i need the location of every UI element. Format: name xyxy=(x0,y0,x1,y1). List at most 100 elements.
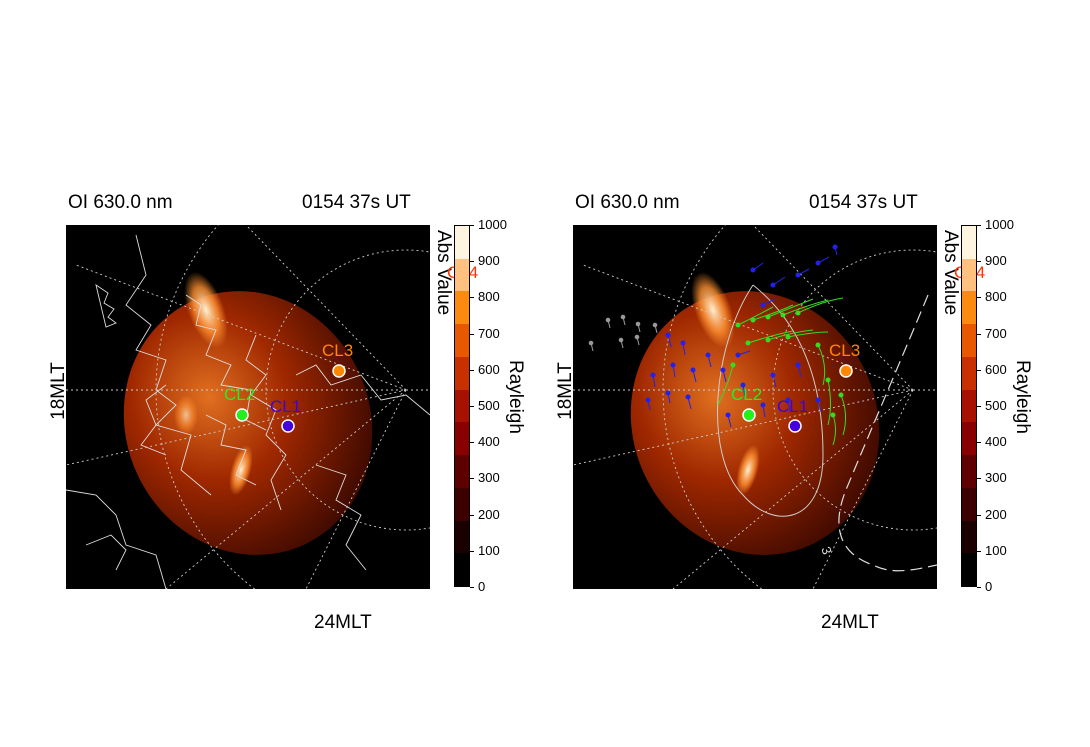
right-panel: OI 630.0 nm 0154 37s UT 18MLT 24MLT xyxy=(555,190,1057,650)
grid-lines xyxy=(573,225,937,589)
colorbar-segment xyxy=(455,356,469,390)
colorbar-segment xyxy=(455,553,469,586)
colorbar-segment xyxy=(455,291,469,325)
station-label-cl2: CL2 xyxy=(731,385,763,404)
colorbar-tick-mark xyxy=(977,297,981,299)
colorbar-tick-label: 400 xyxy=(985,434,1007,450)
abs-value-label: Abs Value xyxy=(940,230,961,316)
colorbar-tick-label: 200 xyxy=(478,506,500,522)
colorbar-tick-mark xyxy=(977,514,981,516)
colorbar-tick-mark xyxy=(977,333,981,335)
auroral-image-plot-with-flows: CL2 CL1 CL3 3 xyxy=(573,225,937,589)
station-marker-cl1 xyxy=(788,419,802,433)
colorbar-segment xyxy=(455,258,469,292)
colorbar-tick-label: 0 xyxy=(478,579,486,594)
colorbar-segment xyxy=(455,324,469,357)
colorbar-segment xyxy=(962,520,976,554)
colorbar-tick-mark xyxy=(977,550,981,552)
station-marker-cl2 xyxy=(235,408,249,422)
colorbar-tick-mark xyxy=(470,587,474,588)
colorbar-tick-label: 200 xyxy=(985,506,1007,522)
emission-oval xyxy=(123,291,373,555)
grid-lines xyxy=(66,225,430,589)
colorbar-label: Rayleigh xyxy=(505,360,526,434)
colorbar-tick-mark xyxy=(470,333,474,335)
colorbar-segment xyxy=(962,225,976,259)
colorbar xyxy=(961,225,977,587)
emission-oval xyxy=(630,291,880,555)
colorbar-segment xyxy=(455,520,469,554)
convection-contour xyxy=(717,284,824,517)
colorbar-tick-mark xyxy=(977,587,981,588)
colorbar-tick-mark xyxy=(470,406,474,407)
colorbar-segment xyxy=(962,553,976,586)
panel-title-time: 0154 37s UT xyxy=(809,192,918,213)
colorbar-segment xyxy=(962,455,976,488)
station-label-cl3: CL3 xyxy=(322,341,354,360)
colorbar-tick-mark xyxy=(470,442,474,444)
station-label-cl2: CL2 xyxy=(224,385,256,404)
colorbar-segment xyxy=(455,389,469,423)
colorbar-segment xyxy=(962,324,976,357)
colorbar-tick-label: 700 xyxy=(478,325,500,341)
colorbar-tick-mark xyxy=(470,369,474,371)
colorbar-label: Rayleigh xyxy=(1012,360,1033,434)
colorbar-segment xyxy=(455,422,469,456)
colorbar-tick-mark xyxy=(977,442,981,444)
bright-arc xyxy=(184,271,228,349)
colorbar-segment xyxy=(455,487,469,521)
colorbar-segment xyxy=(962,389,976,423)
bright-patch xyxy=(736,444,760,496)
panel-title-wavelength: OI 630.0 nm xyxy=(68,192,173,213)
colorbar-segment xyxy=(455,225,469,259)
colorbar-segment xyxy=(962,258,976,292)
convection-contour-dashed xyxy=(838,294,937,572)
mlt-24-label: 24MLT xyxy=(314,612,372,633)
colorbar-segment xyxy=(962,422,976,456)
colorbar-tick-mark xyxy=(470,261,474,263)
colorbar-tick-mark xyxy=(470,514,474,516)
auroral-image-plot: CL2 CL1 CL3 xyxy=(66,225,430,589)
colorbar-tick-mark xyxy=(470,297,474,299)
panel-title-time: 0154 37s UT xyxy=(302,192,411,213)
colorbar-tick-mark xyxy=(977,406,981,407)
bright-arc xyxy=(691,271,735,349)
colorbar-tick-label: 0 xyxy=(985,579,993,594)
colorbar-tick-label: 400 xyxy=(478,434,500,450)
flow-vectors-grey xyxy=(588,314,658,352)
flow-vectors-blue xyxy=(645,244,838,428)
bright-patch xyxy=(229,444,253,496)
station-marker-cl1 xyxy=(281,419,295,433)
colorbar-tick-mark xyxy=(977,225,981,226)
colorbar-segment xyxy=(962,356,976,390)
colorbar-tick-label: 900 xyxy=(985,253,1007,269)
colorbar-tick-label: 800 xyxy=(478,289,500,305)
colorbar-segment xyxy=(455,455,469,488)
left-panel: OI 630.0 nm 0154 37s UT 18MLT 24MLT xyxy=(48,190,550,650)
station-marker-cl2 xyxy=(742,408,756,422)
colorbar-tick-mark xyxy=(470,550,474,552)
mlt-24-label: 24MLT xyxy=(821,612,879,633)
panel-title-wavelength: OI 630.0 nm xyxy=(575,192,680,213)
station-label-cl1: CL1 xyxy=(270,397,302,416)
colorbar-tick-label: 900 xyxy=(478,253,500,269)
colorbar-tick-mark xyxy=(977,478,981,480)
colorbar-tick-mark xyxy=(977,261,981,263)
station-marker-cl3 xyxy=(332,364,346,378)
colorbar-segment xyxy=(962,291,976,325)
station-label-cl1: CL1 xyxy=(777,397,809,416)
colorbar-tick-label: 600 xyxy=(985,361,1007,377)
colorbar-tick-label: 300 xyxy=(985,470,1007,486)
colorbar-tick-label: 100 xyxy=(985,542,1007,558)
colorbar xyxy=(454,225,470,587)
station-label-cl3: CL3 xyxy=(829,341,861,360)
colorbar-tick-mark xyxy=(977,369,981,371)
colorbar-tick-label: 800 xyxy=(985,289,1007,305)
colorbar-tick-mark xyxy=(470,225,474,226)
abs-value-label: Abs Value xyxy=(433,230,454,316)
station-marker-cl3 xyxy=(839,364,853,378)
colorbar-tick-mark xyxy=(470,478,474,480)
colorbar-tick-label: 1000 xyxy=(478,217,507,232)
colorbar-tick-label: 500 xyxy=(478,398,500,413)
colorbar-tick-label: 1000 xyxy=(985,217,1014,232)
